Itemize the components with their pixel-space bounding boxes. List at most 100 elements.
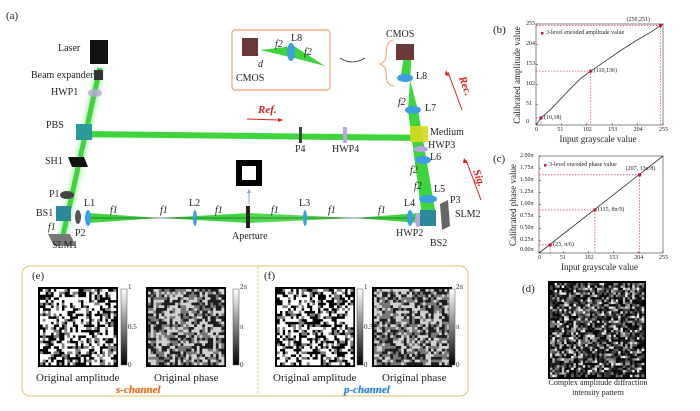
e-amp-colorbar — [120, 288, 128, 366]
label-hwp4: HWP4 — [332, 144, 360, 155]
l2-lens-icon — [193, 210, 197, 226]
e-phase-colorbar — [232, 288, 240, 366]
label-l7: L7 — [425, 103, 437, 114]
e-amp-bar-min: 0 — [128, 361, 132, 369]
e-phase-bar-max: 2π — [240, 283, 248, 291]
laser-icon — [90, 40, 108, 64]
inset-label-f2-a: f2 — [275, 39, 283, 50]
l3-lens-icon — [303, 210, 307, 226]
label-l2: L2 — [189, 198, 201, 209]
legend-marker — [544, 164, 547, 167]
bracket-icon — [378, 39, 395, 87]
y-tick-label: 255 — [526, 20, 535, 27]
y-axis-label: Calibrated amplitude value — [512, 25, 522, 124]
label-l5: L5 — [434, 184, 446, 195]
l7-lens-icon — [405, 106, 421, 114]
y-tick-label: 1.25π — [520, 188, 534, 195]
d-caption-1: Complex amplitude diffraction — [548, 378, 648, 387]
x-tick-label: 102 — [582, 127, 592, 133]
e-amp-bar-mid: 0.5 — [128, 323, 137, 331]
y-tick-label: 1.00π — [520, 201, 534, 207]
label-laser: Laser — [58, 43, 81, 54]
y-tick-label: 153 — [526, 60, 535, 67]
label-sh1: SH1 — [45, 156, 63, 167]
data-point — [659, 24, 663, 28]
inset-label-l8: L8 — [291, 33, 303, 44]
hwp4-icon — [343, 127, 347, 143]
e-amp-caption: Original amplitude — [36, 372, 120, 384]
x-axis-label: Input grayscale value — [561, 262, 638, 272]
point-label: (10,18) — [543, 114, 562, 121]
p1-icon — [60, 191, 74, 199]
legend-marker — [541, 32, 544, 35]
e-phase-bar-mid: π — [240, 323, 244, 331]
slm1-icon — [48, 234, 76, 246]
calibration-curve — [538, 155, 664, 254]
legend-text: 3-level encoded amplitude value — [546, 30, 625, 36]
label-hwp1: HWP1 — [51, 87, 79, 98]
f-phase-bar-mid: π — [456, 323, 460, 331]
label-l8: L8 — [416, 71, 428, 82]
inset-label-d: d — [258, 59, 263, 70]
chart-phase — [538, 155, 664, 254]
guide-line — [539, 174, 640, 253]
f-amplitude-pattern — [275, 287, 355, 367]
inset-label-f2-b: f2 — [304, 47, 312, 58]
x-tick-label: 51 — [559, 255, 566, 261]
hwp2-icon — [415, 213, 421, 227]
e-amp-bar-max: 1 — [128, 283, 132, 291]
p-channel-label: p-channel — [344, 384, 390, 396]
x-tick-label: 0 — [538, 255, 541, 261]
label-f1-b: f1 — [160, 205, 168, 216]
y-tick-label: 0 — [526, 119, 529, 125]
legend-text: 3-level encoded phase value — [549, 162, 617, 168]
slm2-icon — [440, 200, 450, 230]
y-tick-label: 0.25π — [520, 237, 534, 244]
sh1-icon — [68, 157, 88, 167]
panel-label-e: (e) — [32, 270, 45, 282]
x-tick-label: 204 — [634, 255, 644, 261]
label-f1-c: f1 — [215, 205, 223, 216]
point-label: (23, π/6) — [553, 241, 574, 248]
point-label: (207, 13π/8) — [625, 165, 656, 172]
p4-polarizer-icon — [299, 127, 302, 143]
label-pbs: PBS — [46, 120, 64, 131]
d-caption-2: intensity pattern — [572, 388, 624, 397]
x-tick-label: 255 — [659, 255, 668, 261]
label-beam-expander: Beam expander — [31, 70, 94, 81]
label-f1-bs1: f1 — [48, 222, 56, 233]
f-phase-pattern — [372, 287, 452, 367]
l4-lens-icon — [407, 210, 413, 226]
curved-arrow-icon — [339, 57, 366, 63]
l5-lens-icon — [419, 195, 437, 203]
e-amplitude-pattern — [38, 287, 118, 367]
x-tick-label: 51 — [557, 127, 564, 133]
x-tick-label: 255 — [659, 127, 668, 133]
point-label: (115, 8π/9) — [597, 206, 625, 213]
label-p4: P4 — [295, 144, 306, 155]
label-l3: L3 — [299, 198, 311, 209]
label-f1-e: f1 — [328, 205, 336, 216]
y-tick-label: 0.50π — [520, 225, 534, 232]
f-amp-bar-mid: 0.5 — [364, 323, 373, 331]
d-diffraction-pattern — [548, 281, 646, 379]
inset-l8-lens-icon — [287, 43, 295, 61]
label-bs1: BS1 — [36, 208, 54, 219]
label-p3: P3 — [450, 195, 461, 206]
label-p1: P1 — [49, 189, 60, 200]
channels-box — [21, 265, 469, 397]
label-f1-a: f1 — [110, 205, 118, 216]
x-tick-label: 153 — [609, 255, 619, 261]
bs2-icon — [420, 210, 436, 226]
y-axis-label: Calibrated phase value — [508, 163, 518, 246]
f-amp-bar-min: 0 — [364, 361, 368, 369]
label-f2-c: f2 — [398, 97, 406, 108]
aperture-icon — [246, 206, 250, 228]
e-phase-caption: Original phase — [154, 372, 219, 384]
f-phase-colorbar — [448, 288, 456, 366]
y-tick-label: 102 — [526, 81, 535, 88]
guide-line — [539, 209, 596, 253]
data-point — [638, 173, 642, 177]
